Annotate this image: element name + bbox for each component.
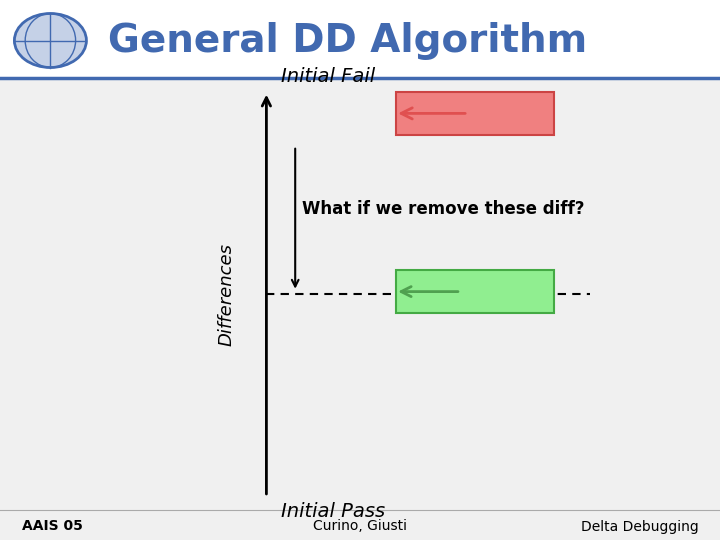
Text: Initial Fail: Initial Fail: [281, 68, 375, 86]
FancyBboxPatch shape: [396, 270, 554, 313]
FancyBboxPatch shape: [0, 0, 720, 78]
Text: Differences: Differences: [218, 243, 236, 346]
Text: General DD Algorithm: General DD Algorithm: [108, 22, 588, 59]
Text: Delta Debugging: Delta Debugging: [580, 519, 698, 534]
Text: Curino, Giusti: Curino, Giusti: [313, 519, 407, 534]
Circle shape: [14, 14, 86, 68]
Text: What if we remove these diff?: What if we remove these diff?: [302, 200, 585, 218]
Text: AAIS 05: AAIS 05: [22, 519, 83, 534]
FancyBboxPatch shape: [396, 92, 554, 135]
Text: Initial Pass: Initial Pass: [281, 502, 385, 521]
